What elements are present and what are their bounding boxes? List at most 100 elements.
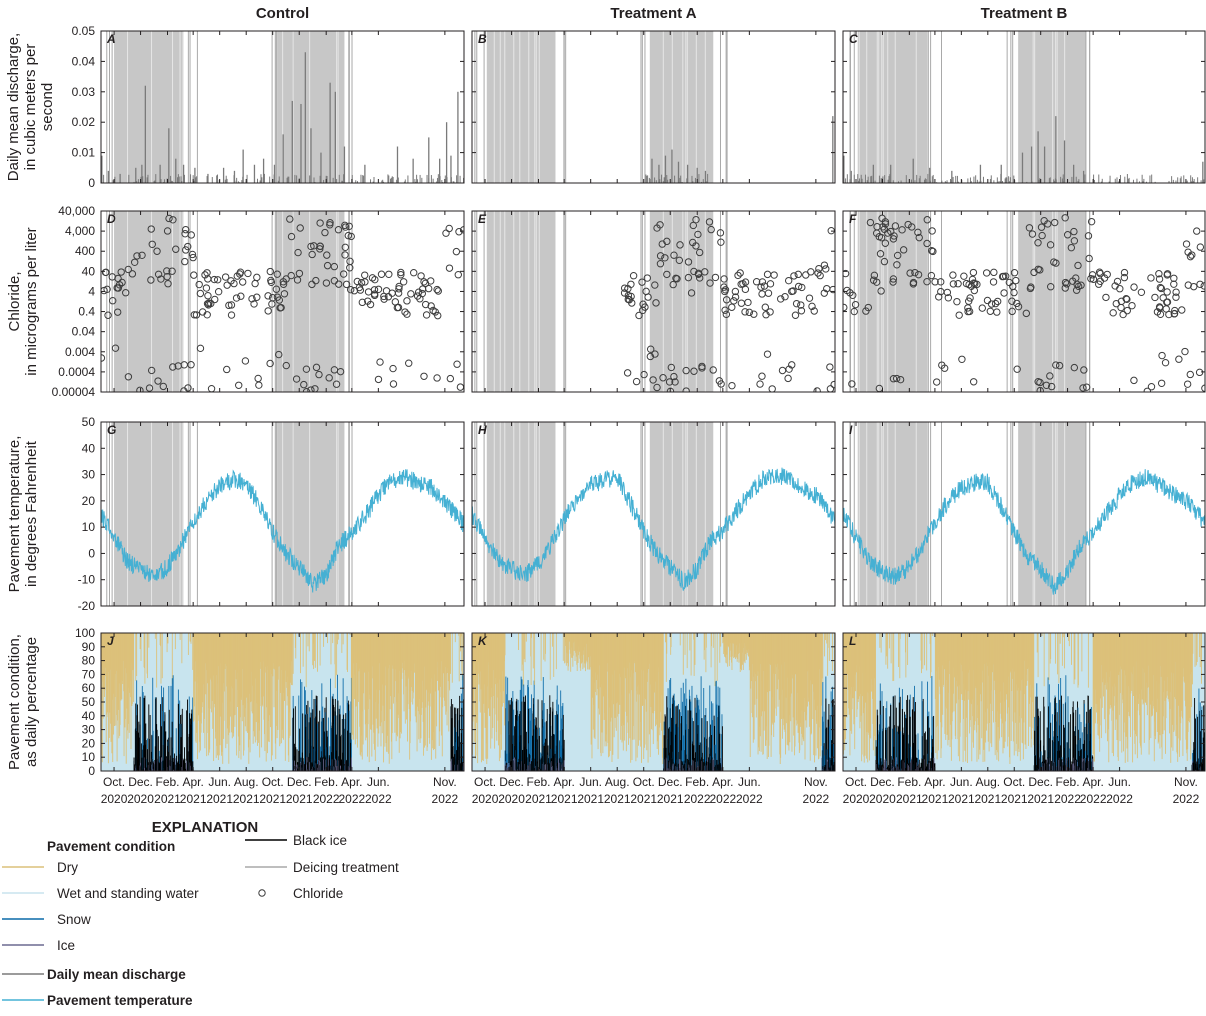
chloride-point (791, 311, 800, 319)
chloride-point (442, 229, 450, 237)
x-tick-month: Feb. (685, 775, 709, 789)
chloride-point (641, 303, 649, 311)
chloride-point (768, 385, 776, 392)
chloride-point (1163, 288, 1171, 296)
chloride-point (877, 287, 885, 295)
chloride-point (316, 242, 324, 251)
chloride-point (342, 280, 351, 289)
chloride-point (385, 270, 393, 278)
chloride-point (728, 303, 736, 311)
chloride-point (130, 258, 139, 266)
y-tick-label: 50 (82, 415, 96, 429)
panel-frame (100, 421, 465, 607)
chloride-point (253, 273, 261, 282)
chloride-point (798, 283, 806, 292)
chloride-point (454, 271, 462, 279)
chloride-point (192, 311, 201, 319)
chloride-point (235, 381, 243, 389)
chloride-point (730, 297, 738, 305)
chloride-point (789, 287, 797, 295)
chloride-point (899, 246, 908, 254)
chloride-point (788, 361, 796, 369)
chloride-point (395, 282, 403, 291)
chloride-point (716, 229, 725, 237)
chloride-point (933, 378, 941, 386)
chloride-point (353, 277, 361, 286)
chloride-series (843, 214, 1205, 392)
chloride-point (1123, 306, 1131, 315)
chloride-point (361, 271, 369, 279)
chloride-point (148, 240, 156, 248)
x-tick-month: Dec. (287, 775, 312, 789)
chloride-point (341, 243, 350, 252)
chloride-point (122, 289, 130, 297)
chloride-point (1061, 284, 1069, 292)
chloride-point (986, 307, 995, 315)
temperature-line (843, 469, 1205, 595)
chloride-point (389, 380, 398, 388)
chloride-point (1186, 370, 1194, 379)
panel-frame (100, 210, 465, 393)
chloride-point (815, 264, 823, 273)
y-tick-label: 400 (75, 244, 95, 258)
chloride-point (357, 279, 366, 287)
chloride-point (172, 245, 180, 253)
chloride-point (715, 377, 724, 385)
chloride-point (721, 287, 729, 296)
chloride-point (830, 380, 835, 389)
panel-frame (471, 421, 836, 607)
y-tick-label: 40,000 (58, 204, 95, 218)
x-tick-month: Aug. (975, 775, 1000, 789)
chloride-point (157, 275, 165, 283)
x-tick-month: Dec. (870, 775, 895, 789)
chloride-point (1163, 298, 1172, 306)
legend-subtitle: Pavement condition (47, 839, 175, 854)
chloride-point (928, 227, 936, 235)
chloride-point (1109, 309, 1117, 317)
y-tick-label: 0 (88, 176, 95, 190)
chloride-point (420, 372, 428, 380)
chloride-point (707, 225, 715, 234)
chloride-point (792, 299, 801, 308)
legend-label: Daily mean discharge (47, 967, 186, 982)
chloride-point (347, 232, 355, 241)
chloride-point (399, 278, 408, 286)
column-title: Control (256, 5, 309, 22)
y-tick-label: -10 (78, 573, 96, 587)
x-tick-month: Dec. (658, 775, 683, 789)
chloride-point (214, 287, 223, 296)
chloride-point (692, 215, 700, 224)
chloride-point (923, 239, 931, 248)
chloride-point (280, 290, 289, 298)
chloride-point (223, 281, 231, 289)
pavement-condition-series (472, 633, 835, 771)
x-tick-year: 2021 (948, 792, 975, 806)
chloride-point (763, 270, 772, 279)
chloride-point (638, 278, 646, 286)
chloride-point (189, 253, 197, 262)
x-tick-year: 2022 (1054, 792, 1081, 806)
chloride-point (1184, 281, 1192, 289)
y-axis-label: Daily mean discharge, (5, 33, 22, 181)
temperature-line (472, 467, 835, 591)
x-tick-month: Feb. (156, 775, 180, 789)
chloride-point (1165, 310, 1173, 319)
y-tick-label: 100 (75, 626, 95, 640)
chloride-point (875, 233, 883, 241)
chloride-point (623, 369, 632, 377)
chloride-point (1157, 379, 1166, 387)
chloride-point (180, 387, 188, 392)
y-axis-label: in degrees Fahrenheit (23, 440, 40, 587)
chloride-point (248, 295, 256, 303)
chloride-point (346, 257, 354, 266)
x-tick-month: Nov. (804, 775, 828, 789)
chloride-point (810, 307, 818, 315)
x-tick-year: 2021 (551, 792, 578, 806)
chloride-point (397, 268, 405, 277)
chloride-point (1063, 280, 1071, 288)
chloride-point (669, 280, 677, 289)
chloride-point (1147, 274, 1155, 282)
y-tick-label: 0 (88, 764, 95, 778)
chloride-point (416, 295, 424, 303)
chloride-point (826, 385, 835, 392)
